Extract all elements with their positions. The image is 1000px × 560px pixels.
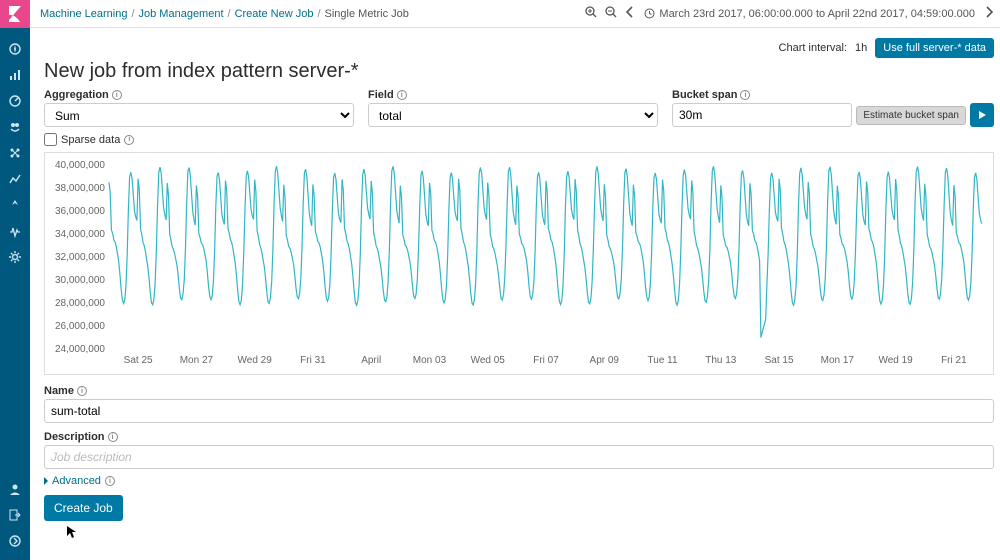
svg-text:38,000,000: 38,000,000 (55, 183, 105, 194)
bucket-span-input[interactable] (672, 103, 852, 127)
clock-icon (644, 8, 655, 19)
sparse-data-label: Sparse data (61, 134, 120, 146)
name-input[interactable] (44, 399, 994, 423)
svg-text:36,000,000: 36,000,000 (55, 206, 105, 217)
aggregation-label: Aggregationi (44, 89, 354, 101)
chart-interval-value: 1h (855, 42, 867, 54)
logout-icon[interactable] (0, 502, 30, 528)
svg-text:Thu 13: Thu 13 (705, 355, 737, 366)
aggregation-select[interactable]: Sum (44, 103, 354, 127)
estimate-bucket-span-button[interactable]: Estimate bucket span (856, 106, 966, 125)
svg-text:Fri 07: Fri 07 (533, 355, 559, 366)
svg-text:Apr 09: Apr 09 (590, 355, 620, 366)
collapse-icon[interactable] (0, 528, 30, 554)
description-label: Descriptioni (44, 431, 994, 443)
chart-interval-label: Chart interval: (779, 42, 847, 54)
page-title: New job from index pattern server-* (44, 60, 994, 83)
svg-text:Tue 11: Tue 11 (648, 355, 678, 366)
svg-text:Wed 05: Wed 05 (471, 355, 506, 366)
info-icon[interactable]: i (740, 90, 750, 100)
svg-text:24,000,000: 24,000,000 (55, 344, 105, 355)
info-icon[interactable]: i (397, 90, 407, 100)
time-range[interactable]: March 23rd 2017, 06:00:00.000 to April 2… (644, 8, 975, 20)
svg-text:April: April (361, 355, 381, 366)
breadcrumb[interactable]: Job Management (139, 8, 224, 20)
sparse-data-checkbox[interactable] (44, 133, 57, 146)
main-content: Machine Learning/Job Management/Create N… (30, 0, 1000, 560)
info-icon: i (105, 476, 115, 486)
svg-text:Mon 27: Mon 27 (180, 355, 214, 366)
info-icon[interactable]: i (112, 90, 122, 100)
zoom-out-icon[interactable] (605, 6, 617, 21)
svg-text:Wed 19: Wed 19 (878, 355, 913, 366)
svg-text:Mon 03: Mon 03 (413, 355, 447, 366)
breadcrumb: Single Metric Job (325, 8, 409, 20)
zoom-in-icon[interactable] (585, 6, 597, 21)
info-icon[interactable]: i (108, 432, 118, 442)
ml-icon[interactable] (0, 140, 30, 166)
use-full-data-button[interactable]: Use full server-* data (875, 38, 994, 58)
svg-text:40,000,000: 40,000,000 (55, 160, 105, 171)
topbar: Machine Learning/Job Management/Create N… (30, 0, 1000, 28)
graph-icon[interactable] (0, 166, 30, 192)
create-job-button[interactable]: Create Job (44, 495, 123, 521)
cursor-icon (66, 525, 994, 542)
visualize-icon[interactable] (0, 62, 30, 88)
metric-chart: 24,000,000 26,000,000 28,000,000 30,000,000… (44, 152, 994, 375)
sidebar (0, 0, 30, 560)
svg-text:Mon 17: Mon 17 (821, 355, 855, 366)
advanced-toggle[interactable]: Advancedi (44, 475, 994, 487)
timelion-icon[interactable] (0, 114, 30, 140)
svg-text:30,000,000: 30,000,000 (55, 275, 105, 286)
description-input[interactable] (44, 445, 994, 469)
apm-icon[interactable] (0, 192, 30, 218)
discover-icon[interactable] (0, 36, 30, 62)
monitoring-icon[interactable] (0, 218, 30, 244)
svg-text:Fri 31: Fri 31 (300, 355, 326, 366)
svg-text:Sat 15: Sat 15 (765, 355, 794, 366)
svg-text:34,000,000: 34,000,000 (55, 229, 105, 240)
prev-time-icon[interactable] (625, 6, 634, 21)
field-label: Fieldi (368, 89, 658, 101)
kibana-logo[interactable] (0, 0, 30, 28)
management-icon[interactable] (0, 244, 30, 270)
svg-text:32,000,000: 32,000,000 (55, 252, 105, 263)
play-button[interactable] (970, 103, 994, 127)
dashboard-icon[interactable] (0, 88, 30, 114)
user-icon[interactable] (0, 476, 30, 502)
name-label: Namei (44, 385, 994, 397)
breadcrumb[interactable]: Machine Learning (40, 8, 127, 20)
svg-text:28,000,000: 28,000,000 (55, 298, 105, 309)
next-time-icon[interactable] (985, 6, 994, 21)
breadcrumb[interactable]: Create New Job (235, 8, 314, 20)
info-icon[interactable]: i (124, 135, 134, 145)
svg-text:26,000,000: 26,000,000 (55, 321, 105, 332)
time-range-text: March 23rd 2017, 06:00:00.000 to April 2… (659, 8, 975, 20)
bucket-span-label: Bucket spani (672, 89, 994, 101)
field-select[interactable]: total (368, 103, 658, 127)
svg-text:Sat 25: Sat 25 (124, 355, 153, 366)
svg-text:Wed 29: Wed 29 (238, 355, 273, 366)
info-icon[interactable]: i (77, 386, 87, 396)
svg-text:Fri 21: Fri 21 (941, 355, 967, 366)
